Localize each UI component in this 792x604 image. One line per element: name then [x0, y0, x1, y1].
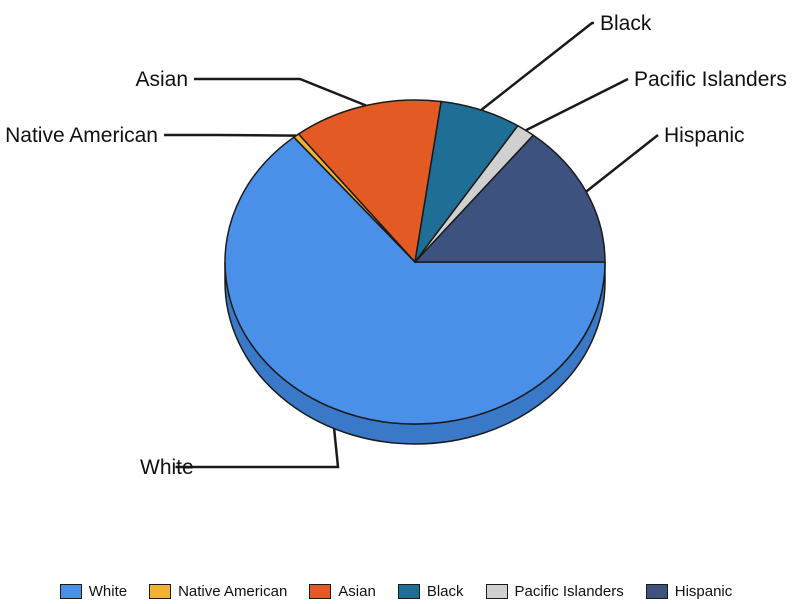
slice-label-black: Black — [600, 12, 652, 35]
legend-swatch-pacific-islanders — [485, 583, 508, 599]
legend-swatch-white — [59, 583, 82, 599]
legend-item-hispanic: Hispanic — [645, 582, 733, 600]
legend-swatch-black — [397, 583, 420, 599]
slice-label-pacific-islanders: Pacific Islanders — [634, 68, 787, 91]
legend-item-black: Black — [397, 582, 464, 600]
legend-label-native-american: Native American — [178, 582, 288, 600]
legend: White Native American Asian Black Pacific Is… — [0, 578, 792, 604]
legend-label-white: White — [88, 582, 128, 600]
slice-labels: Black Asian Native American Pacific Islande… — [5, 12, 787, 479]
pie-slice-asian — [297, 99, 442, 263]
legend-item-native-american: Native American — [149, 583, 287, 600]
leader-line-white — [175, 428, 340, 469]
pie-slices — [224, 99, 606, 425]
slice-label-hispanic: Hispanic — [664, 124, 745, 147]
legend-swatch-hispanic — [645, 583, 668, 599]
pie-slice-hispanic — [414, 134, 606, 263]
legend-swatch-native-american — [149, 583, 172, 599]
legend-label-asian: Asian — [338, 582, 376, 600]
legend-swatch-asian — [309, 583, 332, 599]
leader-line-pacific-islanders — [525, 77, 629, 132]
leader-line-asian — [194, 77, 367, 107]
leader-line-black — [480, 21, 594, 112]
leader-line-native-american — [164, 133, 297, 137]
slice-label-white: White — [140, 456, 194, 479]
leader-lines — [164, 21, 659, 469]
pie-slice-white — [224, 136, 606, 425]
slice-label-asian: Asian — [135, 68, 188, 91]
legend-label-pacific-islanders: Pacific Islanders — [514, 582, 624, 600]
legend-item-pacific-islanders: Pacific Islanders — [485, 582, 624, 600]
legend-item-asian: Asian — [309, 583, 376, 600]
leader-line-hispanic — [585, 134, 659, 193]
legend-label-black: Black — [426, 582, 464, 600]
pie-chart: Black Asian Native American Pacific Islande… — [5, 12, 787, 479]
slice-label-native-american: Native American — [5, 124, 158, 147]
legend-item-white: White — [59, 582, 128, 600]
legend-label-hispanic: Hispanic — [674, 582, 733, 600]
